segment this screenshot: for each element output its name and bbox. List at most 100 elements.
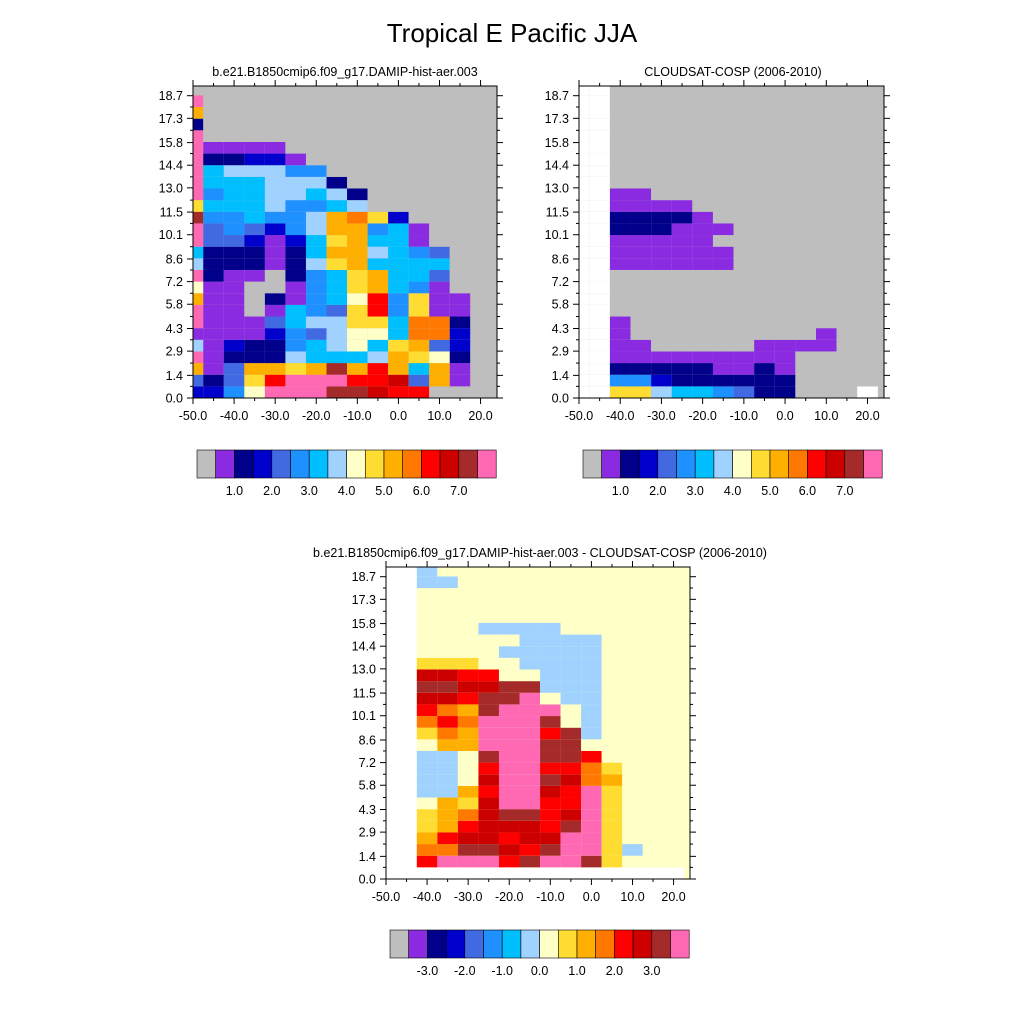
heatmap-cell <box>305 130 327 142</box>
heatmap-cell <box>326 304 348 317</box>
heatmap-cell <box>622 692 643 705</box>
heatmap-cell <box>642 867 664 879</box>
heatmap-cell <box>347 95 368 108</box>
heatmap-cell <box>540 611 561 623</box>
heatmap-cell <box>326 153 348 166</box>
x-tick-label: -10.0 <box>343 409 372 423</box>
heatmap-cell <box>601 785 623 798</box>
heatmap-cell <box>630 363 652 375</box>
heatmap-cell <box>396 622 417 635</box>
heatmap-cell <box>223 223 245 236</box>
heatmap-cell <box>642 576 664 589</box>
colorbar-label: 2.0 <box>263 484 280 498</box>
heatmap-cell <box>388 211 409 224</box>
heatmap-cell <box>429 86 450 96</box>
heatmap-cell <box>193 304 204 317</box>
heatmap-cell <box>223 188 245 201</box>
heatmap-cell <box>408 339 430 352</box>
colorbar-box <box>402 449 422 479</box>
heatmap-cell <box>437 716 458 728</box>
heatmap-cell <box>367 130 389 142</box>
heatmap-cell <box>347 118 368 131</box>
heatmap-cell <box>408 130 430 142</box>
heatmap-cell <box>754 339 775 352</box>
heatmap-cell <box>642 611 664 623</box>
heatmap-cell <box>223 141 245 154</box>
heatmap-cell <box>305 293 327 305</box>
heatmap-cell <box>589 339 610 352</box>
heatmap-cell <box>305 211 327 224</box>
heatmap-cell <box>470 118 491 131</box>
colorbar-label: -1.0 <box>491 964 513 978</box>
heatmap-cell <box>663 785 684 798</box>
heatmap-cell <box>285 165 306 177</box>
heatmap-cell <box>795 211 816 224</box>
heatmap-cell <box>601 762 623 775</box>
heatmap-cell <box>692 235 713 247</box>
y-tick-label: 10.1 <box>159 228 183 242</box>
y-tick-label: 1.4 <box>166 369 183 383</box>
heatmap-cell <box>857 235 878 247</box>
heatmap-cell <box>540 727 561 740</box>
heatmap-cell <box>264 118 286 131</box>
heatmap-cell <box>429 223 450 236</box>
heatmap-cell <box>663 844 684 856</box>
heatmap-cell <box>416 867 438 879</box>
heatmap-cell <box>478 739 499 751</box>
heatmap-cell <box>386 844 397 856</box>
heatmap-cell <box>193 141 204 154</box>
panel-diff: b.e21.B1850cmip6.f09_g17.DAMIP-hist-aer.… <box>313 546 767 978</box>
heatmap-cell <box>386 820 397 833</box>
heatmap-cell <box>579 258 590 270</box>
heatmap-cell <box>642 855 664 868</box>
heatmap-cell <box>540 567 561 577</box>
heatmap-cell <box>692 386 713 398</box>
heatmap-cell <box>589 328 610 340</box>
heatmap-cell <box>609 141 631 154</box>
heatmap-cell <box>519 622 541 635</box>
heatmap-cell <box>470 246 491 259</box>
heatmap-cell <box>519 762 541 775</box>
heatmap-cell <box>692 293 713 305</box>
colorbar-label: 5.0 <box>375 484 392 498</box>
heatmap-cell <box>367 188 389 201</box>
heatmap-cell <box>437 576 458 589</box>
heatmap-cell <box>671 130 693 142</box>
heatmap-cell <box>754 328 775 340</box>
heatmap-cell <box>305 374 327 387</box>
heatmap-cell <box>519 567 541 577</box>
heatmap-cell <box>560 844 582 856</box>
heatmap-cell <box>285 316 306 329</box>
heatmap-cell <box>774 351 796 364</box>
heatmap-cell <box>560 681 582 693</box>
heatmap-cell <box>203 281 224 294</box>
heatmap-cell <box>651 176 672 189</box>
heatmap-cell <box>367 165 389 177</box>
x-tick-label: 10.0 <box>427 409 451 423</box>
heatmap-cell <box>642 844 664 856</box>
heatmap-cell <box>264 165 286 177</box>
heatmap-cell <box>815 211 837 224</box>
y-tick-label: 4.3 <box>359 803 376 817</box>
heatmap-cell <box>285 363 306 375</box>
heatmap-cell <box>774 211 796 224</box>
heatmap-cell <box>642 739 664 751</box>
heatmap-cell <box>712 118 734 131</box>
heatmap-cell <box>478 809 499 821</box>
heatmap-cell <box>457 762 479 775</box>
heatmap-cell <box>519 657 541 670</box>
heatmap-cell <box>630 86 652 96</box>
colorbar-label: 4.0 <box>724 484 741 498</box>
heatmap-cell <box>429 339 450 352</box>
y-tick-label: 8.6 <box>166 252 183 266</box>
x-tick-label: 20.0 <box>855 409 879 423</box>
heatmap-cell <box>223 153 245 166</box>
heatmap-cell <box>774 153 796 166</box>
heatmap-cell <box>470 200 491 212</box>
heatmap-cell <box>663 750 684 763</box>
heatmap-cell <box>396 599 417 612</box>
heatmap-cell <box>581 681 602 693</box>
heatmap-cell <box>609 258 631 270</box>
heatmap-cell <box>540 739 561 751</box>
heatmap-cell <box>470 165 491 177</box>
